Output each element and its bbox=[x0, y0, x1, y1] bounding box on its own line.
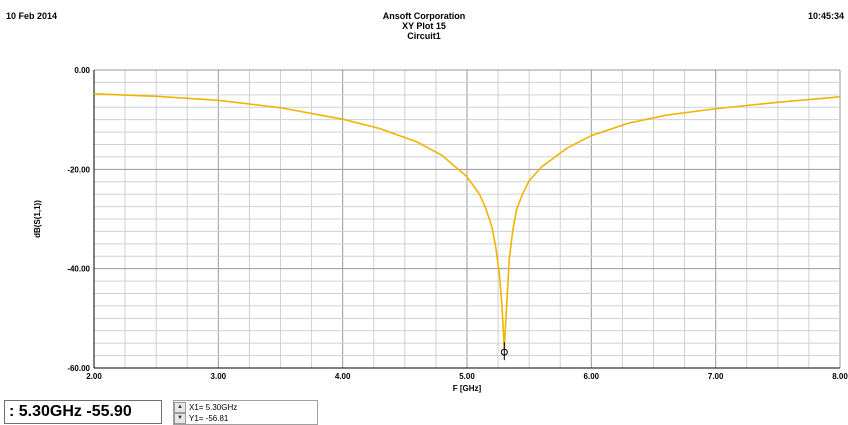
plot-title: XY Plot 15 bbox=[402, 21, 446, 31]
y-tick-label: 0.00 bbox=[74, 66, 90, 75]
x-tick-label: 5.00 bbox=[459, 372, 475, 381]
y-tick-label: -40.00 bbox=[67, 265, 90, 274]
time-label: 10:45:34 bbox=[807, 11, 844, 21]
x-axis-label: F [GHz] bbox=[453, 384, 482, 393]
triangle-up-icon[interactable]: ▲ bbox=[174, 402, 186, 413]
x-tick-label: 2.00 bbox=[86, 372, 102, 381]
marker-x-readout: X1= 5.30GHz bbox=[189, 403, 238, 412]
x-tick-label: 6.00 bbox=[584, 372, 600, 381]
title-block: Ansoft Corporation XY Plot 15 Circuit1 bbox=[0, 11, 848, 41]
company-name: Ansoft Corporation bbox=[382, 11, 466, 21]
y-tick-label: -20.00 bbox=[67, 165, 90, 174]
plot-area[interactable]: 2.00 3.00 4.00 5.00 6.00 7.00 8.00 0.00 -20.00 -4… bbox=[0, 0, 848, 400]
series-line bbox=[93, 93, 841, 349]
x-tick-label: 8.00 bbox=[832, 372, 848, 381]
x-tick-label: 4.00 bbox=[335, 372, 351, 381]
marker-point[interactable] bbox=[500, 348, 508, 356]
marker-y-readout: Y1= -56.81 bbox=[189, 414, 229, 423]
design-name: Circuit1 bbox=[407, 31, 441, 41]
y-tick-label: -60.00 bbox=[67, 364, 90, 373]
marker-value-box[interactable]: : 5.30GHz -55.90 bbox=[4, 400, 162, 424]
marker-readout-panel[interactable]: ▲ ▼ X1= 5.30GHz Y1= -56.81 bbox=[173, 400, 318, 425]
date-label: 10 Feb 2014 bbox=[6, 11, 58, 21]
y-axis-label: dB(S(1,1)) bbox=[33, 200, 42, 238]
triangle-down-icon[interactable]: ▼ bbox=[174, 413, 186, 424]
x-tick-label: 7.00 bbox=[708, 372, 724, 381]
x-tick-label: 3.00 bbox=[211, 372, 227, 381]
